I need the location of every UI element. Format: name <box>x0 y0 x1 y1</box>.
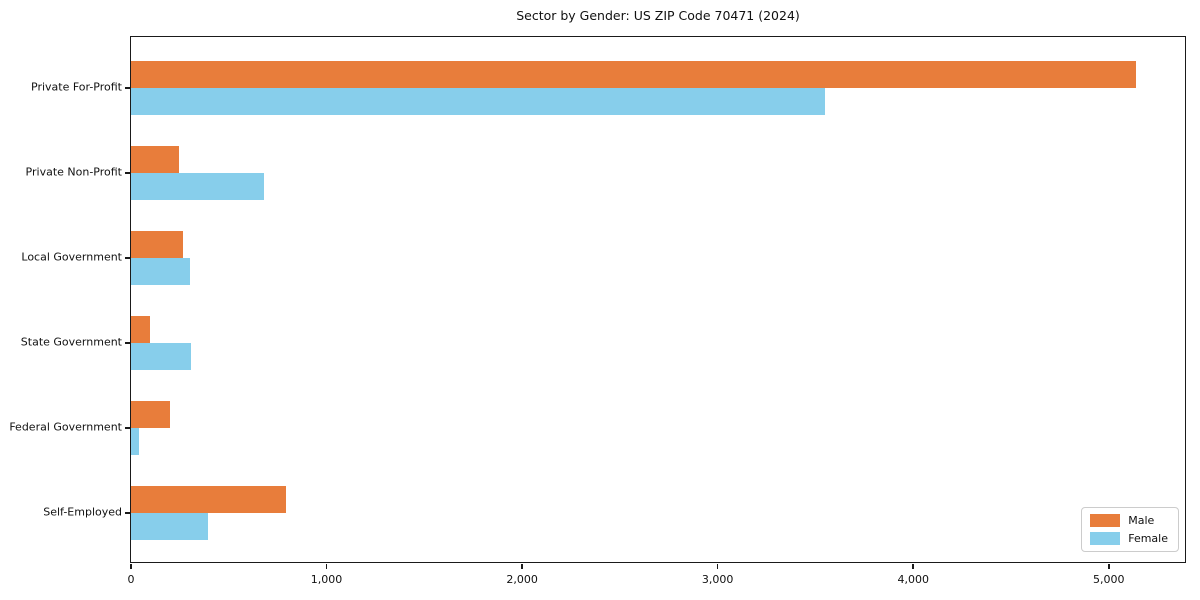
bar-female-local-government <box>131 258 190 285</box>
ytick-mark-state-government <box>124 342 130 344</box>
legend-item-male: Male <box>1090 514 1168 527</box>
ytick-label-private-non-profit: Private Non-Profit <box>25 165 122 179</box>
xtick-label-4,000: 4,000 <box>897 573 929 586</box>
xtick-label-1,000: 1,000 <box>310 573 343 586</box>
bar-male-local-government <box>131 231 183 258</box>
bar-female-private-non-profit <box>131 173 264 200</box>
ytick-mark-federal-government <box>124 427 130 429</box>
legend-swatch-male <box>1090 514 1121 527</box>
legend: Male Female <box>1081 507 1179 552</box>
bar-male-private-non-profit <box>131 146 179 173</box>
bar-male-self-employed <box>131 486 287 513</box>
plot-area: 0 1,000 2,000 3,000 4,000 5,000 Male Female <box>124 36 1186 586</box>
xtick-label-0: 0 <box>127 573 135 586</box>
ytick-label-private-for-profit: Private For-Profit <box>31 80 122 94</box>
ytick-label-federal-government: Federal Government <box>9 420 122 434</box>
bar-female-state-government <box>131 343 191 370</box>
xtick-label-3,000: 3,000 <box>701 573 734 586</box>
xtick-label-2,000: 2,000 <box>506 573 538 586</box>
ytick-mark-self-employed <box>124 512 130 514</box>
bar-female-self-employed <box>131 513 209 540</box>
bar-female-federal-government <box>131 428 139 455</box>
ytick-mark-local-government <box>124 257 130 259</box>
ytick-label-state-government: State Government <box>20 335 122 349</box>
legend-swatch-female <box>1090 532 1121 545</box>
ytick-mark-private-non-profit <box>124 172 130 174</box>
xtick-mark-5,000 <box>1108 564 1110 569</box>
chart-title: Sector by Gender: US ZIP Code 70471 (202… <box>516 8 800 23</box>
xtick-mark-2,000 <box>521 564 523 569</box>
bar-male-federal-government <box>131 401 171 428</box>
bar-male-state-government <box>131 316 150 343</box>
ytick-mark-private-for-profit <box>124 87 130 89</box>
xtick-mark-3,000 <box>716 564 719 569</box>
xtick-mark-0 <box>130 564 132 569</box>
xtick-mark-4,000 <box>912 564 914 569</box>
legend-item-female: Female <box>1090 532 1168 545</box>
xtick-mark-1,000 <box>325 564 328 569</box>
bar-female-private-for-profit <box>131 88 826 115</box>
ytick-label-self-employed: Self-Employed <box>43 505 122 519</box>
legend-label-female: Female <box>1128 532 1168 545</box>
xtick-label-5,000: 5,000 <box>1093 573 1125 586</box>
legend-label-male: Male <box>1128 514 1155 527</box>
bar-male-private-for-profit <box>131 61 1137 88</box>
ytick-label-local-government: Local Government <box>21 250 122 264</box>
